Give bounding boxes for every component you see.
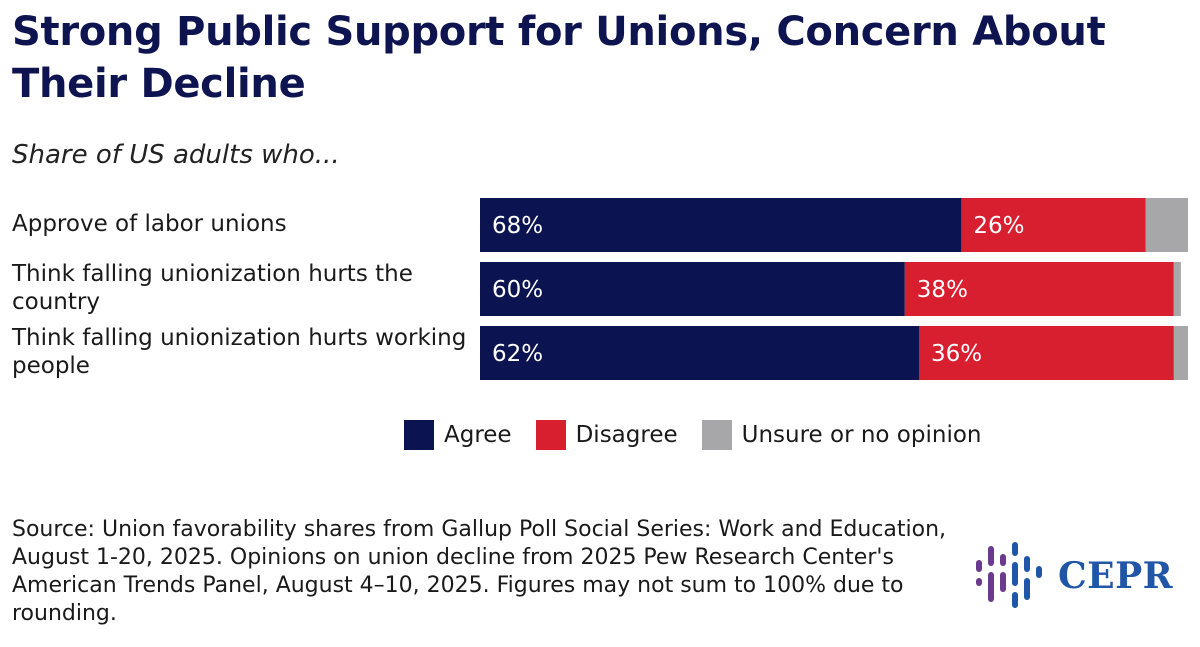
legend-swatch-disagree: [535, 420, 566, 450]
data-label-agree-row-1: 68%: [492, 213, 543, 239]
cepr-bars-icon: [976, 542, 1042, 608]
category-label-approve: Approve of labor unions: [12, 211, 287, 237]
bar-agree-row-2: [480, 262, 905, 316]
data-label-disagree-row-2: 38%: [917, 277, 968, 303]
bar-unsure-row-2: [1173, 262, 1181, 316]
legend-label-agree: Agree: [444, 422, 512, 448]
bar-disagree-row-1: [961, 198, 1146, 252]
source-note: Source: Union favorability shares from G…: [12, 517, 947, 626]
bar-disagree-row-3: [919, 326, 1174, 380]
bar-unsure-row-3: [1173, 326, 1188, 380]
cepr-logo: CEPR: [972, 538, 1173, 614]
chart-title: Strong Public Support for Unions, Concer…: [12, 9, 1106, 107]
bar-disagree-row-2: [904, 262, 1174, 316]
data-label-agree-row-2: 60%: [492, 277, 543, 303]
legend-item-unsure: Unsure or no opinion: [701, 420, 982, 450]
data-label-disagree-row-3: 36%: [931, 341, 982, 367]
bar-unsure-row-1: [1145, 198, 1188, 252]
data-label-agree-row-3: 62%: [492, 341, 543, 367]
legend-label-unsure: Unsure or no opinion: [741, 422, 982, 448]
legend-swatch-unsure: [701, 420, 732, 450]
category-label-hurts-country: Think falling unionization hurts the cou…: [12, 261, 413, 315]
data-label-disagree-row-1: 26%: [973, 213, 1024, 239]
legend-label-disagree: Disagree: [575, 422, 678, 448]
legend-swatch-agree: [404, 420, 434, 450]
bar-agree-row-1: [480, 198, 962, 252]
cepr-logo-text: CEPR: [1058, 555, 1174, 597]
legend-item-disagree: Disagree: [535, 420, 678, 450]
bar-agree-row-3: [480, 326, 919, 380]
chart-subtitle: Share of US adults who...: [12, 140, 340, 170]
legend-item-agree: Agree: [404, 420, 512, 450]
legend: Agree Disagree Unsure or no opinion: [404, 420, 990, 450]
category-label-hurts-workers: Think falling unionization hurts working…: [12, 325, 467, 379]
